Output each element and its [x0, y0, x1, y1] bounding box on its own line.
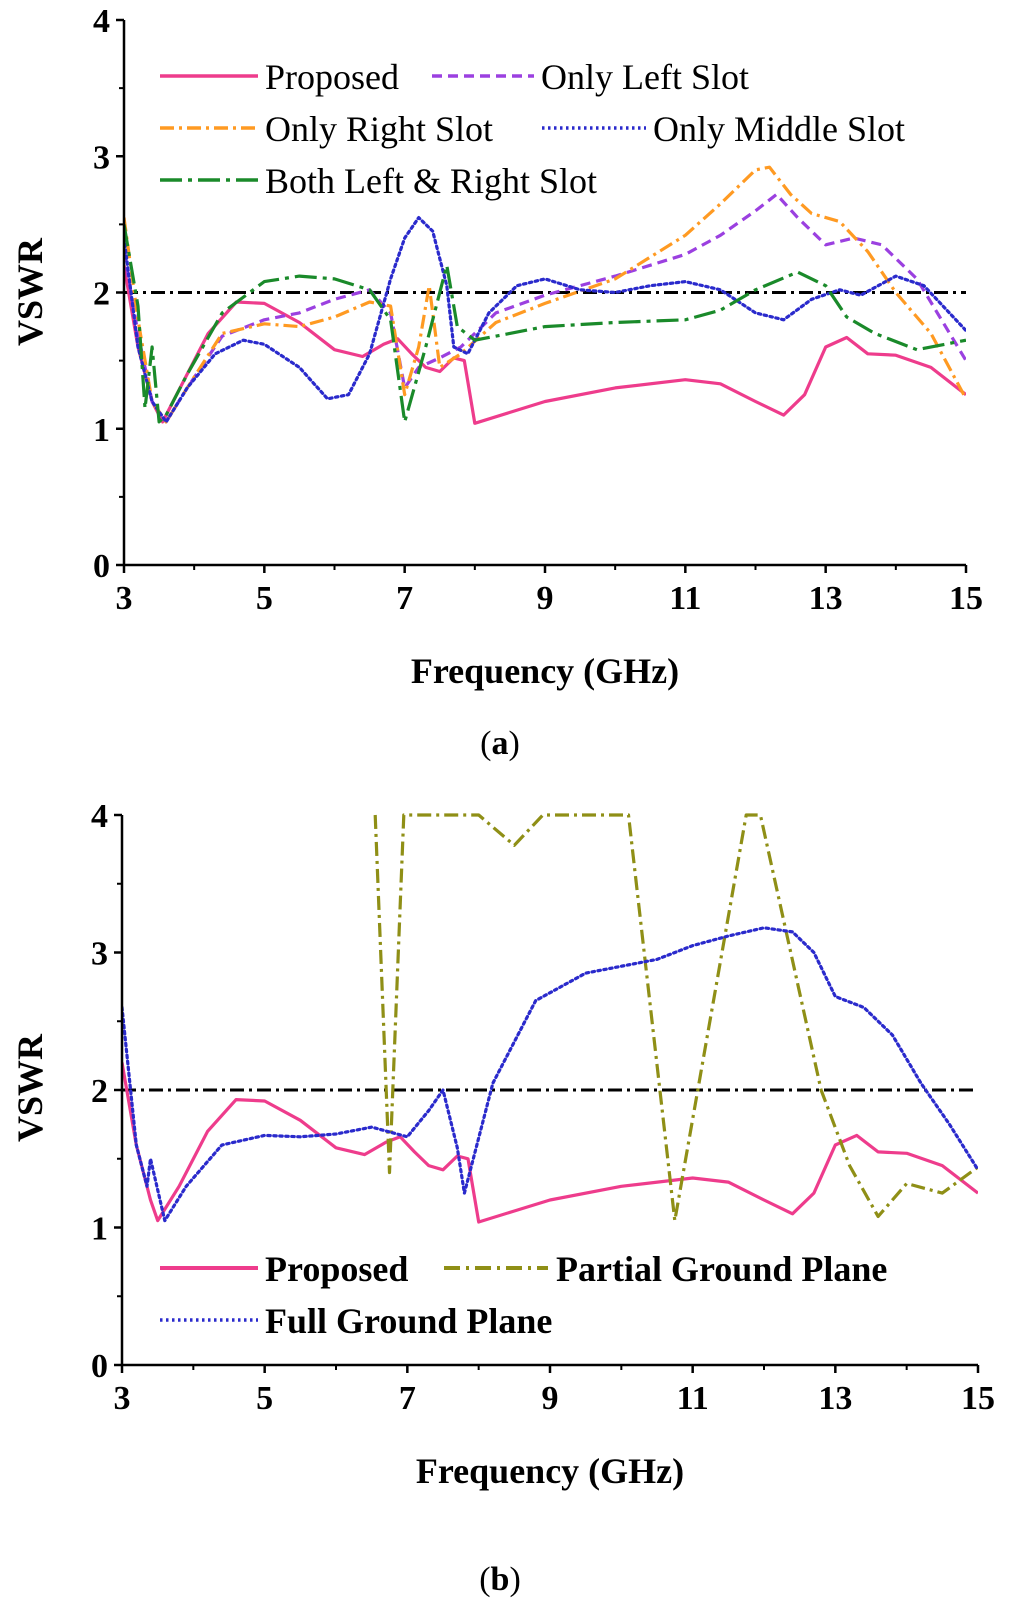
legend-a-only-right-slot-label: Only Right Slot: [265, 109, 493, 149]
panel-b-y-tick-label: 0: [91, 1348, 108, 1385]
panel-a-x-tick-label: 11: [669, 580, 701, 617]
panel-b-x-tick-label: 3: [114, 1380, 131, 1417]
legend-a-only-left-slot-label: Only Left Slot: [541, 57, 749, 97]
legend-b-full-ground-plane-label: Full Ground Plane: [265, 1301, 552, 1341]
panel-a-y-axis-label: VSWR: [10, 237, 50, 346]
panel-a-x-tick-label: 9: [537, 580, 554, 617]
panel-a-plot-area: [124, 165, 966, 425]
panel-a-y-tick-label: 1: [93, 412, 110, 449]
panel-b-legend: Proposed Partial Ground Plane Full Groun…: [160, 1249, 887, 1341]
panel-b-x-tick-label: 11: [677, 1380, 709, 1417]
panel-a-y-tick-label: 2: [93, 276, 110, 313]
panel-a-y-tick-label: 3: [93, 139, 110, 176]
panel-a-caption-letter: a: [492, 725, 509, 762]
panel-a-caption: (a): [480, 725, 520, 762]
legend-a-only-middle-slot-label: Only Middle Slot: [653, 109, 905, 149]
panel-a-y-tick-label: 4: [93, 3, 110, 40]
panel-b-x-tick-label: 15: [961, 1380, 995, 1417]
panel-b-ticks: 3 5 7 9 11 13 15 0 1 2 3 4: [91, 798, 995, 1417]
panel-a-series-both-left-right-slot: [124, 224, 966, 424]
panel-b-y-tick-label: 1: [91, 1211, 108, 1248]
panel-b-caption: (b): [479, 1561, 521, 1598]
legend-b-partial-ground-plane-label: Partial Ground Plane: [556, 1249, 887, 1289]
panel-a-y-tick-label: 0: [93, 548, 110, 585]
panel-b-y-tick-label: 3: [91, 936, 108, 973]
panel-b-x-tick-label: 5: [256, 1380, 273, 1417]
panel-b: 3 5 7 9 11 13 15 0 1 2 3 4 Frequency (GHz) VSWR Pro…: [10, 798, 995, 1598]
panel-a-series-only-middle-slot: [124, 216, 966, 424]
panel-b-caption-letter: b: [491, 1561, 510, 1598]
panel-b-x-tick-label: 7: [399, 1380, 416, 1417]
panel-a-x-tick-label: 7: [396, 580, 413, 617]
panel-b-y-tick-label: 4: [91, 798, 108, 835]
panel-b-x-axis-label: Frequency (GHz): [416, 1451, 684, 1491]
panel-a-legend: Proposed Only Left Slot Only Right Slot …: [160, 57, 905, 201]
legend-a-both-left-right-slot-label: Both Left & Right Slot: [265, 161, 597, 201]
legend-b-proposed-label: Proposed: [265, 1249, 408, 1289]
panel-a: 3 5 7 9 11 13 15 0 1 2 3 4 Frequency (GHz) VSWR Pro…: [10, 3, 983, 762]
legend-a-proposed-label: Proposed: [265, 57, 399, 97]
panel-b-series-full-ground-plane: [122, 926, 978, 1223]
panel-a-x-tick-label: 13: [809, 580, 843, 617]
panel-b-plot-area: [122, 813, 978, 1224]
panel-b-series-partial-ground-plane: [373, 813, 978, 1223]
panel-b-x-tick-label: 9: [542, 1380, 559, 1417]
panel-a-series-only-right-slot: [124, 165, 966, 424]
panel-a-x-axis-label: Frequency (GHz): [411, 651, 679, 691]
panel-a-x-tick-label: 5: [256, 580, 273, 617]
panel-b-x-tick-label: 13: [818, 1380, 852, 1417]
panel-a-x-tick-label: 15: [949, 580, 983, 617]
panel-b-y-axis-label: VSWR: [10, 1033, 50, 1142]
panel-a-ticks: 3 5 7 9 11 13 15 0 1 2 3 4: [93, 3, 983, 617]
panel-b-y-tick-label: 2: [91, 1073, 108, 1110]
panel-a-x-tick-label: 3: [116, 580, 133, 617]
panel-b-series-proposed: [122, 1062, 978, 1224]
